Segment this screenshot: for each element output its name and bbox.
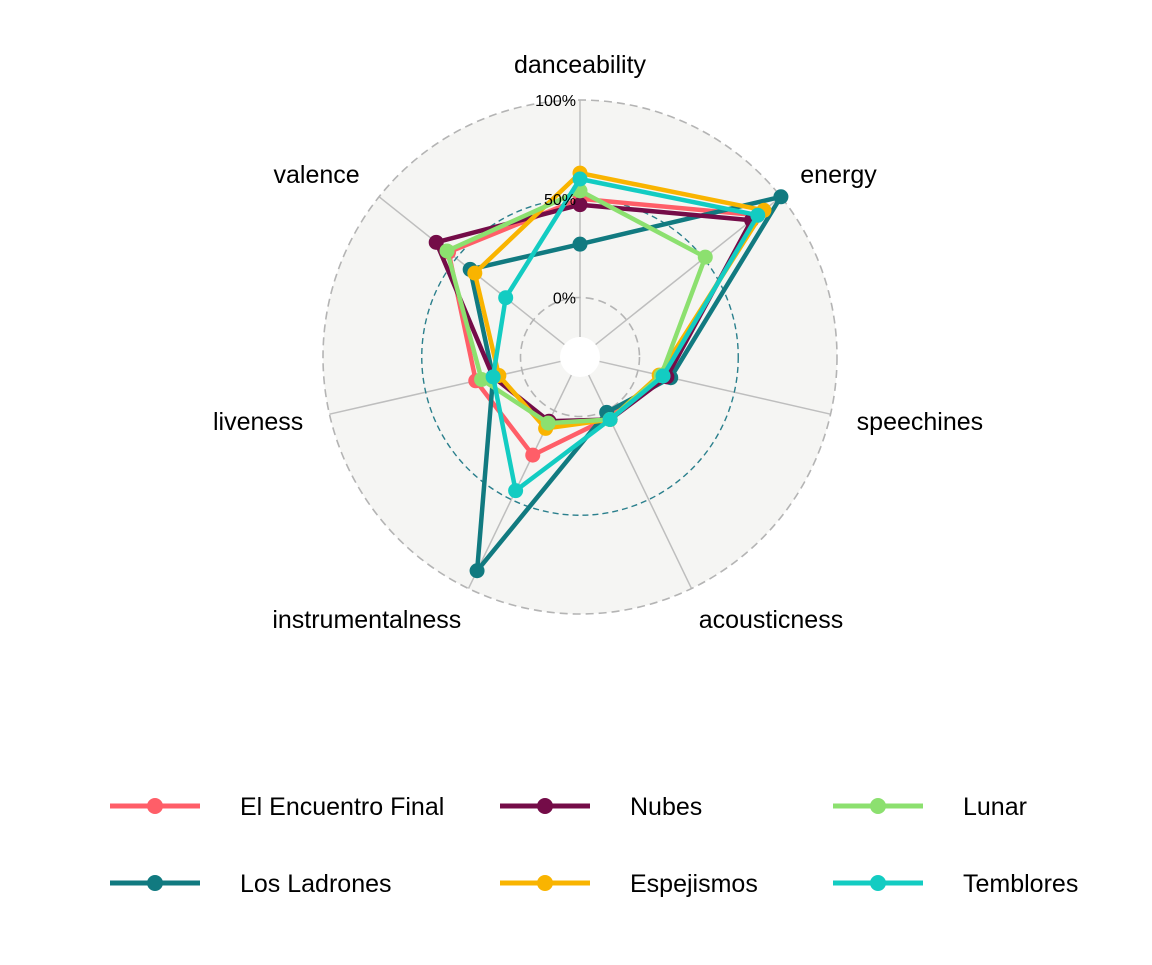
legend-marker (870, 798, 886, 814)
legend-marker (537, 798, 553, 814)
legend-label: Los Ladrones (240, 870, 392, 898)
series-line (444, 188, 708, 426)
series-point (773, 189, 789, 205)
series-point (474, 371, 490, 387)
series-line (467, 194, 784, 574)
legend-item: El Encuentro Final (110, 793, 444, 821)
series-point (485, 369, 501, 385)
series-point (750, 207, 766, 223)
radar-ring-label: 0% (553, 291, 576, 308)
series-point (602, 412, 618, 428)
radar-ring-label: 100% (535, 93, 576, 110)
radar-ring-label: 50% (544, 192, 576, 209)
axis-label-valence: valence (274, 161, 360, 189)
legend-item: Los Ladrones (110, 870, 392, 898)
axis-label-energy: energy (800, 161, 877, 189)
series-point (540, 415, 556, 431)
legend-label: Nubes (630, 793, 702, 821)
series-point (439, 243, 455, 259)
legend-item: Lunar (833, 793, 1027, 821)
series-point (428, 234, 444, 250)
series-point (697, 249, 713, 265)
legend-label: Espejismos (630, 870, 758, 898)
series-point (572, 197, 588, 213)
legend-item: Temblores (833, 870, 1078, 898)
series-point (469, 563, 485, 579)
radar-series (428, 165, 789, 579)
axis-label-liveness: liveness (213, 408, 303, 436)
axis-label-speechines: speechines (857, 408, 983, 436)
legend-label: Temblores (963, 870, 1078, 898)
legend-marker (870, 875, 886, 891)
radar-center-hole (560, 337, 600, 377)
series-point (508, 483, 524, 499)
axis-label-danceability: danceability (514, 51, 647, 79)
legend-item: Nubes (500, 793, 702, 821)
legend-label: Lunar (963, 793, 1027, 821)
series-point (572, 236, 588, 252)
series-point (525, 447, 541, 463)
legend-item: Espejismos (500, 870, 758, 898)
legend-marker (147, 798, 163, 814)
radar-ring (519, 296, 641, 418)
series-temblores (485, 171, 766, 499)
series-point (572, 171, 588, 187)
legend-label: El Encuentro Final (240, 793, 444, 821)
legend-marker (537, 875, 553, 891)
axis-label-acousticness: acousticness (699, 606, 844, 634)
series-point (467, 265, 483, 281)
radar-labels: 0% 50% 100% danceability energy speechines aco… (213, 51, 983, 634)
legend-marker (147, 875, 163, 891)
series-point (655, 368, 671, 384)
radar-ring (322, 99, 838, 615)
legend: El Encuentro Final Los Ladrones Nubes Espej… (110, 793, 1078, 898)
series-line (490, 176, 761, 493)
series-point (498, 290, 514, 306)
axis-label-instrumentalness: instrumentalness (272, 606, 461, 634)
